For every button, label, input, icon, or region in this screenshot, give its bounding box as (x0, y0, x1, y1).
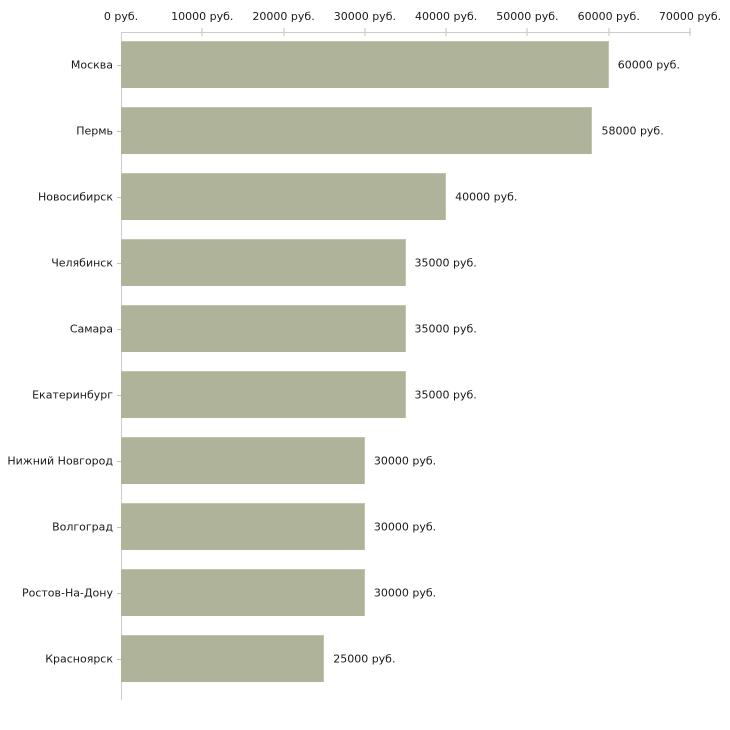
x-tick-label: 30000 руб. (333, 10, 396, 23)
y-tick-mark (117, 65, 121, 66)
y-tick-mark (117, 395, 121, 396)
x-tick-label: 20000 руб. (252, 10, 315, 23)
x-tick-label: 10000 руб. (171, 10, 234, 23)
bar (121, 239, 406, 286)
category-label: Нижний Новгород (7, 454, 113, 468)
y-tick-mark (117, 527, 121, 528)
value-label: 30000 руб. (373, 454, 437, 468)
value-label: 25000 руб. (333, 652, 396, 666)
value-label: 35000 руб. (414, 256, 477, 270)
bar (121, 305, 406, 352)
bar (121, 569, 365, 616)
bar-row: Самара 35000 руб. (70, 296, 690, 362)
category-label: Ростов-На-Дону (21, 586, 113, 600)
bar-row: Екатеринбург 35000 руб. (32, 362, 690, 428)
category-label: Самара (69, 322, 113, 336)
x-tick-label: 0 руб. (103, 10, 139, 23)
bar-row: Челябинск 35000 руб. (51, 230, 690, 296)
bar (121, 173, 447, 220)
category-label: Челябинск (51, 256, 113, 270)
bar (121, 437, 365, 484)
x-tick-label: 60000 руб. (577, 10, 640, 23)
x-tick-label: 70000 руб. (658, 10, 722, 23)
y-tick-mark (117, 659, 121, 660)
y-axis-line (121, 32, 122, 700)
bar (121, 371, 406, 418)
x-axis: 0 руб. 10000 руб. 20000 руб. 30000 руб. 4000… (104, 0, 721, 36)
x-tick-label: 50000 руб. (496, 10, 559, 23)
bar-row: Нижний Новгород 30000 руб. (7, 428, 690, 494)
category-label: Пермь (76, 124, 113, 138)
plot-area: Москва 60000 руб. Пермь 58000 руб. Новосибир… (7, 32, 690, 692)
category-label: Екатеринбург (32, 388, 113, 402)
value-label: 58000 руб. (601, 124, 664, 138)
bar (121, 635, 325, 682)
value-label: 60000 руб. (617, 58, 680, 72)
value-label: 30000 руб. (373, 586, 437, 600)
bar-row: Пермь 58000 руб. (76, 98, 690, 164)
value-label: 35000 руб. (414, 322, 477, 336)
y-tick-mark (117, 131, 121, 132)
y-tick-mark (117, 329, 121, 330)
bar (121, 107, 593, 154)
bar-row: Москва 60000 руб. (71, 32, 690, 98)
bar (121, 503, 365, 550)
category-label: Москва (70, 58, 113, 72)
y-tick-mark (117, 593, 121, 594)
category-label: Новосибирск (37, 190, 113, 204)
value-label: 40000 руб. (455, 190, 518, 204)
y-tick-mark (117, 461, 121, 462)
category-label: Волгоград (52, 520, 113, 534)
value-label: 30000 руб. (373, 520, 437, 534)
y-tick-mark (117, 263, 121, 264)
bar-row: Красноярск 25000 руб. (45, 626, 690, 692)
bar-row: Новосибирск 40000 руб. (38, 164, 690, 230)
bar-row: Ростов-На-Дону 30000 руб. (22, 560, 690, 626)
category-label: Красноярск (45, 652, 113, 666)
x-axis-line (121, 32, 691, 33)
value-label: 35000 руб. (414, 388, 477, 402)
y-tick-mark (117, 197, 121, 198)
bar (121, 41, 609, 88)
x-tick-label: 40000 руб. (415, 10, 478, 23)
bar-row: Волгоград 30000 руб. (52, 494, 690, 560)
